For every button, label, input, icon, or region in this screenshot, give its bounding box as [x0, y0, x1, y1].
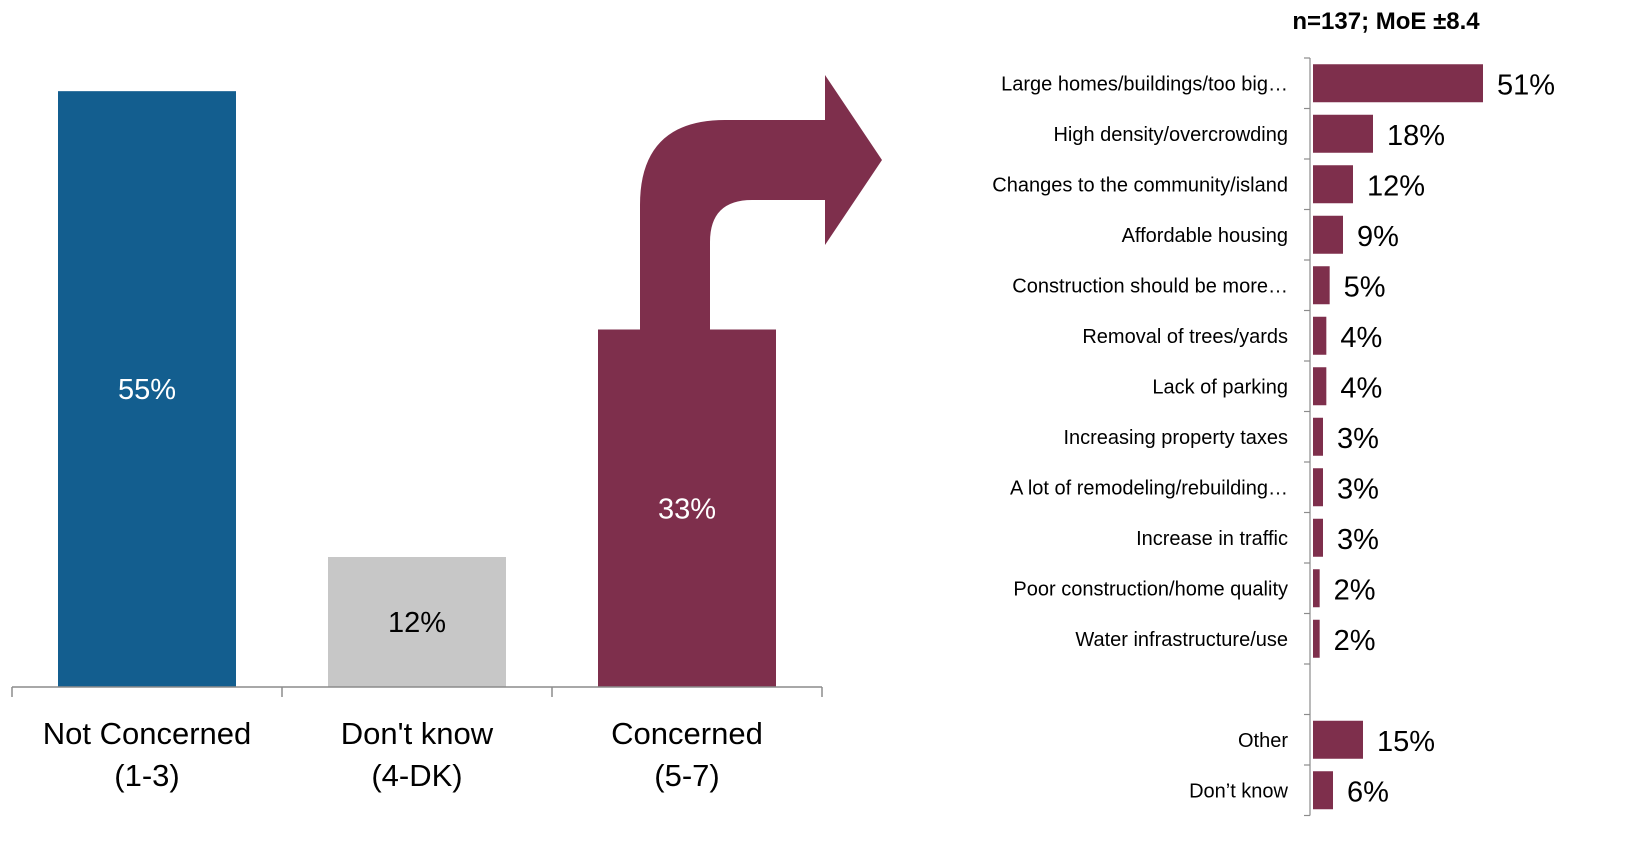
category-label: Construction should be more… [1012, 275, 1288, 297]
category-label: Changes to the community/island [992, 174, 1288, 196]
bar [1313, 417, 1323, 456]
concern-level-chart: 55% Not Concerned (1-3) 12% Don't know (4-DK)… [11, 91, 823, 793]
data-label: 2% [1334, 574, 1376, 606]
category-label: Poor construction/home quality [1013, 578, 1288, 600]
data-label: 18% [1387, 120, 1445, 152]
category-label: Removal of trees/yards [1082, 326, 1288, 348]
bar [1313, 316, 1327, 355]
category-label: Increase in traffic [1136, 528, 1288, 550]
data-label: 3% [1337, 524, 1379, 556]
category-label: Lack of parking [1152, 376, 1288, 398]
data-label: 12% [1367, 170, 1425, 202]
data-label: 2% [1334, 625, 1376, 657]
category-label: Water infrastructure/use [1075, 629, 1288, 651]
bar [1313, 64, 1483, 103]
data-label: 4% [1340, 322, 1382, 354]
category-label: (5-7) [654, 758, 719, 793]
category-label: High density/overcrowding [1053, 124, 1288, 146]
category-label: Don't know [341, 716, 494, 751]
data-label: 6% [1347, 776, 1389, 808]
bar [1313, 771, 1333, 810]
data-label: 9% [1357, 221, 1399, 253]
bar [1313, 165, 1353, 204]
sample-size-note: n=137; MoE ±8.4 [1292, 8, 1480, 35]
category-label: (4-DK) [371, 758, 462, 793]
bar [1313, 720, 1363, 759]
data-label: 4% [1340, 372, 1382, 404]
data-label: 5% [1344, 271, 1386, 303]
data-label: 3% [1337, 473, 1379, 505]
data-label: 12% [388, 607, 446, 639]
bar [58, 91, 236, 687]
data-label: 15% [1377, 726, 1435, 758]
bar [598, 329, 776, 687]
bar [1313, 518, 1323, 557]
category-label: A lot of remodeling/rebuilding… [1010, 477, 1288, 499]
category-label: Increasing property taxes [1063, 427, 1288, 449]
category-label: Large homes/buildings/too big… [1001, 73, 1288, 95]
category-label: Concerned [611, 716, 763, 751]
bar [328, 557, 506, 687]
data-label: 51% [1497, 69, 1555, 101]
data-label: 55% [118, 374, 176, 406]
bar [1313, 367, 1327, 406]
category-label: Don’t know [1189, 780, 1288, 802]
bar [1313, 468, 1323, 507]
data-label: 3% [1337, 423, 1379, 455]
category-label: Affordable housing [1122, 225, 1288, 247]
bar [1313, 215, 1343, 254]
bar [1313, 619, 1320, 658]
bar [1313, 569, 1320, 608]
category-label: Other [1238, 730, 1288, 752]
category-label: (1-3) [114, 758, 179, 793]
data-label: 33% [658, 493, 716, 525]
category-label: Not Concerned [43, 716, 252, 751]
bar [1313, 114, 1373, 153]
bar [1313, 266, 1330, 305]
